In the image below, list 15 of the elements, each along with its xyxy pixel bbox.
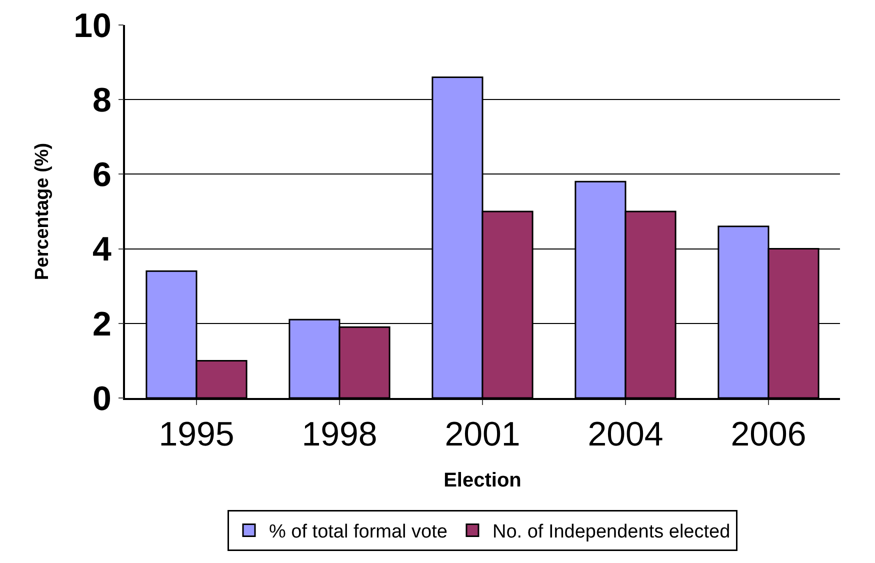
y-tick-label: 2 [92, 305, 112, 344]
y-tick-label: 10 [74, 6, 112, 45]
x-tick-label: 2006 [730, 416, 806, 454]
y-tick-label: 0 [92, 380, 112, 418]
y-tick-label: 6 [92, 156, 112, 194]
x-tick-label: 1995 [158, 416, 234, 454]
x-tick-label: 2001 [444, 416, 520, 454]
legend-label: No. of Independents elected [492, 522, 730, 543]
x-axis-title: Election [444, 470, 522, 492]
y-tick-label: 8 [92, 82, 112, 120]
y-axis-title: Percentage (%) [32, 142, 53, 280]
x-tick-label: 1998 [302, 416, 378, 454]
y-tick-label: 4 [92, 230, 112, 269]
x-tick-label: 2004 [588, 416, 664, 454]
legend-label: % of total formal vote [269, 522, 448, 543]
